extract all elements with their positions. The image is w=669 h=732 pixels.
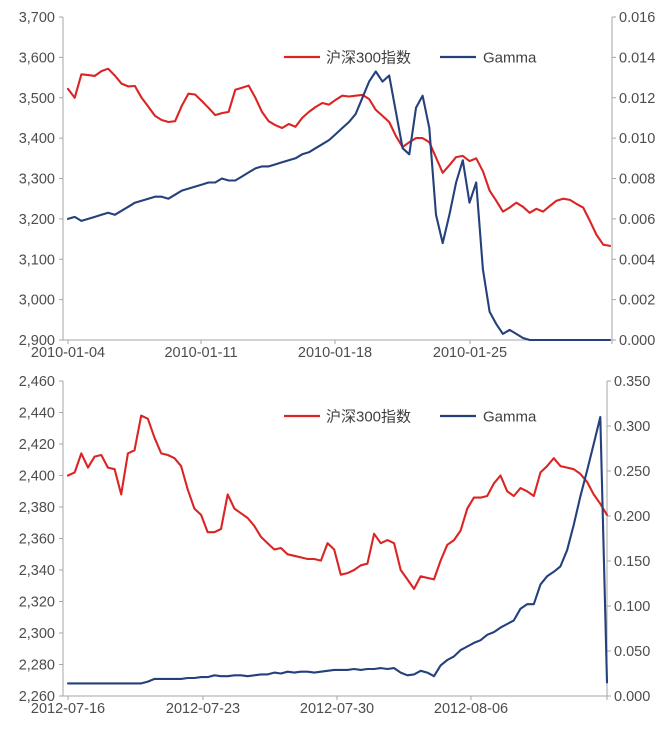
left-tick-label: 3,500 [19, 91, 55, 107]
right-tick-label: 0.100 [614, 599, 650, 615]
left-axis-labels: 3,700 3,600 3,500 3,400 3,300 3,200 3,100 3,000… [19, 10, 63, 349]
legend-item-csi300: 沪深300指数 [284, 409, 411, 426]
x-tick-label: 2012-07-16 [31, 701, 105, 717]
x-tick-label: 2010-01-18 [298, 345, 372, 361]
x-tick-label: 2012-07-23 [166, 701, 240, 717]
left-tick-label: 3,700 [19, 10, 55, 26]
legend: 沪深300指数 Gamma [284, 50, 537, 67]
axes [62, 381, 608, 697]
right-tick-label: 0.000 [614, 689, 650, 705]
left-tick-label: 2,440 [19, 406, 55, 422]
x-tick-label: 2010-01-04 [31, 345, 105, 361]
chart-2012-csi300-gamma: 2,460 2,440 2,420 2,400 2,380 2,360 2,340 2,320… [0, 366, 669, 732]
left-tick-label: 2,320 [19, 595, 55, 611]
right-axis-labels: 0.350 0.300 0.250 0.200 0.150 0.100 0.050 0.000 [607, 374, 650, 705]
right-tick-label: 0.002 [619, 293, 655, 309]
right-tick-label: 0.012 [619, 91, 655, 107]
right-tick-label: 0.004 [619, 252, 655, 268]
legend-label: 沪深300指数 [326, 409, 411, 426]
x-axis-labels: 2010-01-04 2010-01-11 2010-01-18 2010-01-25 [31, 340, 613, 361]
legend-label: 沪深300指数 [326, 50, 411, 67]
series-line-csi300 [66, 67, 612, 247]
left-tick-label: 3,000 [19, 293, 55, 309]
right-tick-label: 0.200 [614, 509, 650, 525]
left-tick-label: 2,420 [19, 437, 55, 453]
right-tick-label: 0.008 [619, 172, 655, 188]
left-tick-label: 2,900 [19, 333, 55, 349]
right-tick-label: 0.006 [619, 212, 655, 228]
left-tick-label: 2,260 [19, 689, 55, 705]
left-tick-label: 2,360 [19, 532, 55, 548]
left-tick-label: 2,340 [19, 563, 55, 579]
right-axis-labels: 0.016 0.014 0.012 0.010 0.008 0.006 0.004 0.002… [612, 10, 655, 349]
legend-item-gamma: Gamma [440, 409, 537, 426]
right-tick-label: 0.010 [619, 131, 655, 147]
x-tick-label: 2012-08-06 [434, 701, 508, 717]
left-tick-label: 2,380 [19, 500, 55, 516]
left-tick-label: 2,400 [19, 469, 55, 485]
right-tick-label: 0.150 [614, 554, 650, 570]
right-tick-label: 0.050 [614, 644, 650, 660]
left-axis-labels: 2,460 2,440 2,420 2,400 2,380 2,360 2,340 2,320… [19, 374, 63, 705]
right-tick-label: 0.014 [619, 50, 655, 66]
left-tick-label: 2,280 [19, 658, 55, 674]
left-tick-label: 3,200 [19, 212, 55, 228]
left-tick-label: 3,100 [19, 252, 55, 268]
right-tick-label: 0.250 [614, 464, 650, 480]
right-tick-label: 0.300 [614, 419, 650, 435]
chart-svg: 3,700 3,600 3,500 3,400 3,300 3,200 3,100 3,000… [19, 10, 656, 361]
series-line-gamma [66, 70, 612, 342]
left-tick-label: 3,600 [19, 50, 55, 66]
legend-label: Gamma [483, 409, 537, 426]
chart-2010-csi300-gamma: 3,700 3,600 3,500 3,400 3,300 3,200 3,100 3,000… [19, 10, 656, 361]
left-tick-label: 3,300 [19, 172, 55, 188]
legend: 沪深300指数 Gamma [284, 409, 537, 426]
x-axis-labels: 2012-07-16 2012-07-23 2012-07-30 2012-08-06 [31, 696, 608, 717]
legend-item-csi300: 沪深300指数 [284, 50, 411, 67]
left-tick-label: 3,400 [19, 131, 55, 147]
x-tick-label: 2010-01-11 [164, 345, 237, 361]
chart-svg: 2,460 2,440 2,420 2,400 2,380 2,360 2,340 2,320… [19, 374, 651, 717]
x-tick-label: 2012-07-30 [300, 701, 374, 717]
left-tick-label: 2,300 [19, 626, 55, 642]
legend-item-gamma: Gamma [440, 50, 537, 67]
right-tick-label: 0.000 [619, 333, 655, 349]
right-tick-label: 0.016 [619, 10, 655, 26]
left-tick-label: 2,460 [19, 374, 55, 390]
x-tick-label: 2010-01-25 [433, 345, 507, 361]
legend-label: Gamma [483, 50, 537, 67]
series-line-csi300 [66, 414, 609, 590]
right-tick-label: 0.350 [614, 374, 650, 390]
series-line-gamma [66, 415, 609, 685]
